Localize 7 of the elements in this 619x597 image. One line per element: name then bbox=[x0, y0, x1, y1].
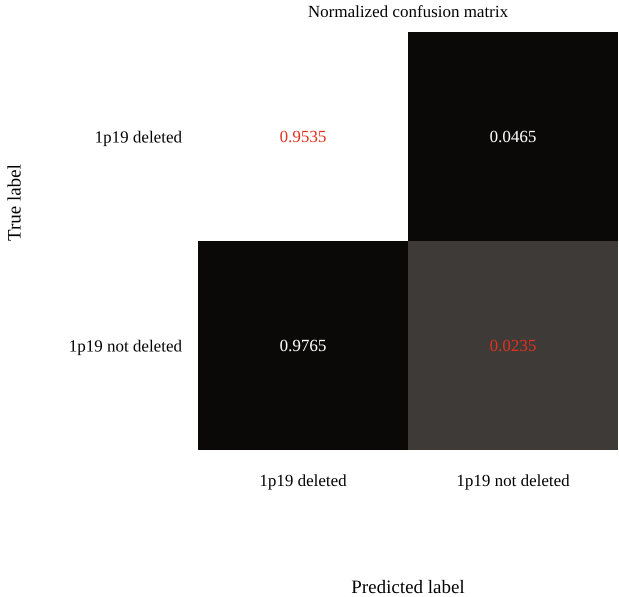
x-axis-title: Predicted label bbox=[351, 577, 465, 597]
data-label: 0.0235 bbox=[490, 336, 536, 355]
chart-title: Normalized confusion matrix bbox=[306, 2, 510, 22]
data-label: 0.0465 bbox=[490, 127, 536, 146]
y-axis-title: True label bbox=[4, 164, 26, 241]
data-label: 0.9765 bbox=[280, 336, 326, 355]
data-label: 0.9535 bbox=[280, 127, 326, 146]
